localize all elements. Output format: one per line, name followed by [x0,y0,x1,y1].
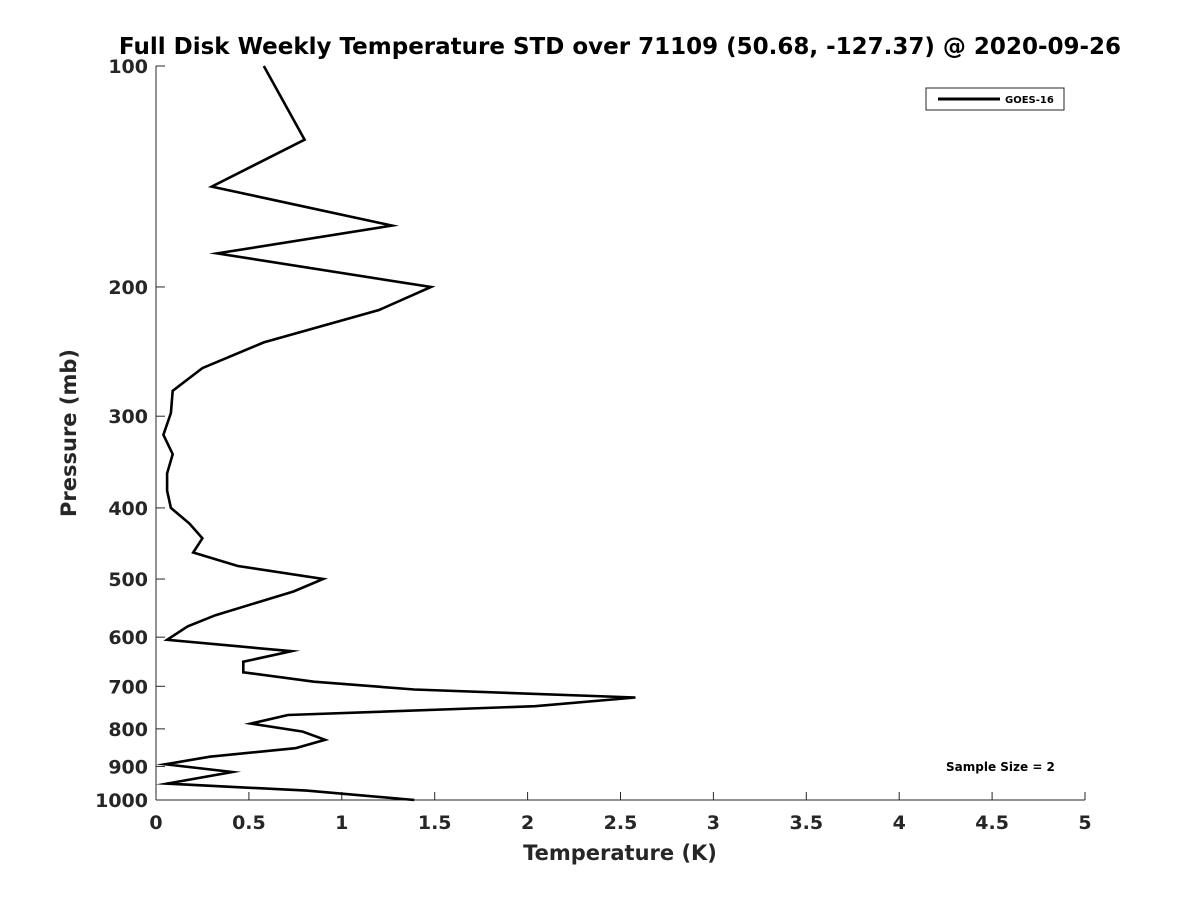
y-tick-label: 400 [108,498,148,520]
y-tick-label: 100 [108,56,148,78]
x-axis-ticks: 0 0.5 1 1.5 2 2.5 3 3.5 4 4.5 5 [149,792,1092,834]
y-tick-label: 700 [108,676,148,698]
x-tick-label: 5 [1078,812,1091,834]
y-tick-label: 600 [108,627,148,649]
chart-title: Full Disk Weekly Temperature STD over 71… [119,34,1121,60]
x-tick-label: 0 [149,812,162,834]
x-tick-label: 2 [521,812,534,834]
plot-area: 0 0.5 1 1.5 2 2.5 3 3.5 4 4.5 5 100 200 300 400 500 600… [95,56,1092,834]
y-tick-label: 1000 [95,790,148,812]
x-tick-label: 4 [893,812,906,834]
x-axis-label: Temperature (K) [523,841,717,865]
sample-size-annotation: Sample Size = 2 [946,760,1055,774]
series-line-goes-16 [155,65,636,802]
y-tick-label: 800 [108,719,148,741]
x-tick-label: 1 [335,812,348,834]
y-tick-label: 300 [108,406,148,428]
series-layer [155,65,636,802]
x-tick-label: 3 [707,812,720,834]
y-axis-ticks: 100 200 300 400 500 600 700 800 900 1000 [95,56,165,812]
x-tick-label: 4.5 [975,812,1009,834]
legend: GOES-16 [925,87,1065,111]
legend-entry-goes-16: GOES-16 [1005,95,1054,106]
x-tick-label: 1.5 [418,812,452,834]
x-tick-label: 0.5 [232,812,266,834]
x-tick-label: 3.5 [789,812,823,834]
x-tick-label: 2.5 [604,812,638,834]
y-tick-label: 500 [108,569,148,591]
y-tick-label: 900 [108,756,148,778]
y-tick-label: 200 [108,277,148,299]
y-axis-label: Pressure (mb) [57,349,81,517]
